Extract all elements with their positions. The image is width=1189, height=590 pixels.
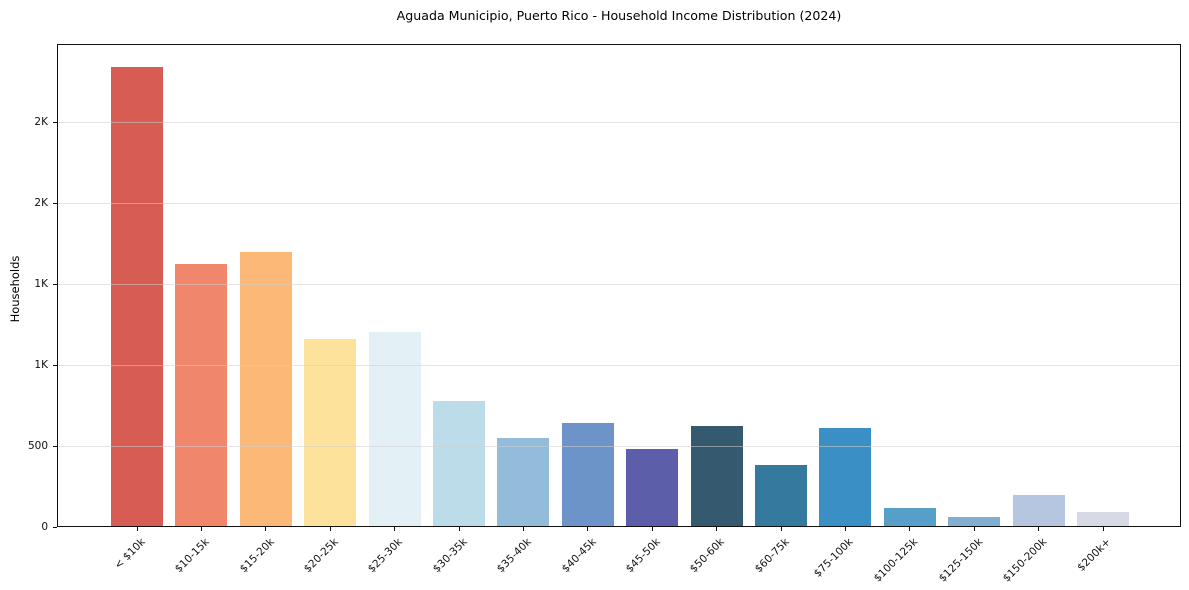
x-tick-mark-$75-100k xyxy=(844,527,847,531)
bar-$15-20k xyxy=(239,251,292,527)
bar-< $10k xyxy=(111,67,163,527)
bar-$35-40k xyxy=(497,437,550,527)
gridline-2500 xyxy=(57,122,1181,124)
chart-title: Aguada Municipio, Puerto Rico - Househol… xyxy=(396,8,842,23)
x-tick-label: $150-200k xyxy=(1000,536,1050,585)
x-tick-mark-$35-40k xyxy=(522,527,525,531)
x-tick-label: $35-40k xyxy=(494,536,534,576)
x-tick-label: $75-100k xyxy=(812,536,856,580)
gridline-1500 xyxy=(57,284,1181,286)
x-tick-label: $125-150k xyxy=(936,536,985,585)
y-tick-label: 0 xyxy=(41,521,48,533)
x-tick-label: $200k+ xyxy=(1075,536,1114,574)
x-tick-mark-$20-25k xyxy=(329,527,331,531)
bar-$20-25k xyxy=(304,339,357,527)
x-tick-mark-$30-35k xyxy=(458,527,460,531)
x-tick-label: $40-45k xyxy=(559,536,599,576)
x-tick-label: $20-25k xyxy=(301,536,341,576)
x-tick-mark-$100-125k xyxy=(909,527,911,531)
bar-$10-15k xyxy=(175,263,228,527)
gridline-1000 xyxy=(57,365,1181,367)
x-tick-mark-$125-150k xyxy=(973,527,975,531)
x-tick-mark-$50-60k xyxy=(716,527,718,531)
bar-$100-125k xyxy=(883,508,936,527)
y-tick-mark-1000 xyxy=(53,364,57,366)
x-tick-mark-$15-20k xyxy=(265,527,267,531)
y-tick-mark-2500 xyxy=(53,121,57,123)
y-tick-mark-0 xyxy=(53,526,57,528)
y-tick-mark-2000 xyxy=(53,202,57,204)
bar-$45-50k xyxy=(626,449,679,527)
x-tick-mark-$150-200k xyxy=(1038,527,1040,531)
x-tick-mark-$200k+ xyxy=(1102,527,1104,531)
bar-$200k+ xyxy=(1077,512,1129,527)
y-tick-mark-500 xyxy=(53,445,57,447)
x-tick-label: $25-30k xyxy=(365,536,406,576)
y-tick-label: 1K xyxy=(34,278,48,291)
x-tick-label: $45-50k xyxy=(623,536,663,576)
gridline-2000 xyxy=(57,203,1181,205)
x-tick-mark-$60-75k xyxy=(780,527,782,531)
bar-$50-60k xyxy=(690,425,743,527)
x-tick-mark-$45-50k xyxy=(651,527,653,531)
y-tick-mark-1500 xyxy=(53,283,57,285)
x-tick-mark-$40-45k xyxy=(587,527,589,531)
x-tick-label: < $10k xyxy=(111,536,148,572)
x-tick-mark-$25-30k xyxy=(394,527,396,531)
x-tick-label: $15-20k xyxy=(237,536,277,576)
bar-$30-35k xyxy=(433,400,485,527)
y-tick-label: 1K xyxy=(34,359,48,372)
plot-area xyxy=(57,44,1181,527)
bar-$60-75k xyxy=(755,464,807,527)
x-tick-label: $60-75k xyxy=(752,536,792,576)
x-tick-label: $50-60k xyxy=(687,536,728,576)
y-tick-label: 500 xyxy=(27,440,48,452)
gridline-500 xyxy=(57,446,1181,447)
x-tick-mark-$10-15k xyxy=(200,527,203,531)
x-tick-label: $30-35k xyxy=(430,536,470,576)
x-tick-label: $10-15k xyxy=(172,536,212,576)
bar-$25-30k xyxy=(368,331,421,527)
bar-$75-100k xyxy=(819,428,872,527)
y-tick-label: 2K xyxy=(34,116,48,129)
x-tick-label: $100-125k xyxy=(871,536,921,585)
x-tick-mark-< $10k xyxy=(136,527,138,531)
bar-$125-150k xyxy=(948,517,1001,527)
y-tick-label: 2K xyxy=(34,197,48,210)
bar-$40-45k xyxy=(561,423,614,527)
bar-$150-200k xyxy=(1012,495,1065,527)
